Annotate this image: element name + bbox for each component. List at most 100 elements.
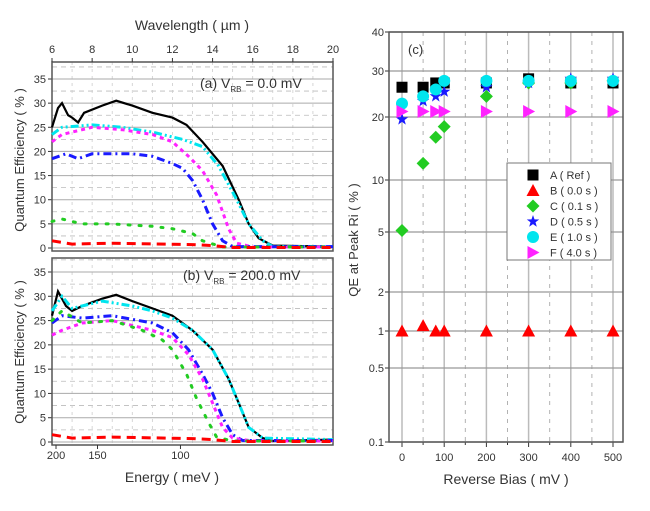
data-point-F <box>396 104 409 118</box>
panel-a-annotation: (a) VRB = 0.0 mV <box>200 75 302 94</box>
x-tick-label: 400 <box>562 452 580 464</box>
y-tick-label: 25 <box>34 316 46 328</box>
data-point-E <box>522 74 535 87</box>
y-tick-label: 20 <box>34 340 46 352</box>
panel-c-ylabel: QE at Peak Ri ( % ) <box>346 183 361 296</box>
legend-marker-D <box>526 215 540 227</box>
y-tick-label: 20 <box>372 112 384 124</box>
y-tick-label: 5 <box>378 227 384 239</box>
plot-frame <box>388 31 624 443</box>
data-point-F <box>607 104 620 118</box>
y-tick-label: 10 <box>34 388 46 400</box>
data-point-C <box>479 89 493 103</box>
x-tick-label: 200 <box>477 452 495 464</box>
plot-frame <box>51 257 334 446</box>
legend-marker-B <box>526 184 540 196</box>
legend-label-E: E ( 1.0 s ) <box>550 232 598 244</box>
legend-label-B: B ( 0.0 s ) <box>550 186 598 198</box>
panel-c-annotation: (c) <box>408 42 423 57</box>
data-point-A <box>430 77 442 89</box>
panel-b-ylabel: Quantum Efficiency ( % ) <box>12 280 27 424</box>
series-line-C <box>50 309 335 443</box>
data-point-A <box>396 81 408 93</box>
panel-c-xlabel: Reverse Bias ( mV ) <box>443 471 568 487</box>
y-tick-label: 10 <box>372 175 384 187</box>
legend-marker-A <box>527 169 539 181</box>
data-point-E <box>417 90 430 103</box>
y-tick-label: 30 <box>34 98 46 110</box>
data-point-B <box>437 324 451 337</box>
series-line-D <box>51 152 333 249</box>
y-tick-label: 35 <box>34 267 46 279</box>
y-tick-label: 15 <box>34 364 46 376</box>
series-line-F <box>51 125 333 249</box>
data-point-B <box>522 324 536 337</box>
y-tick-label: 0 <box>40 243 46 255</box>
x-tick-label: 100 <box>171 450 189 462</box>
series-line-D <box>51 314 333 442</box>
data-point-D <box>395 112 409 125</box>
y-tick-label: 40 <box>372 27 384 39</box>
y-tick-label: 0.5 <box>369 363 384 375</box>
series-line-C <box>50 217 335 249</box>
series-line-E <box>50 293 334 442</box>
x-tick-label: 0 <box>399 452 405 464</box>
data-point-F <box>430 104 443 118</box>
legend-label-D: D ( 0.5 s ) <box>550 217 598 229</box>
data-point-F <box>480 104 493 118</box>
data-point-B <box>479 324 493 337</box>
data-point-A <box>417 81 429 93</box>
data-point-E <box>480 74 493 87</box>
x-tick-label: 300 <box>519 452 537 464</box>
plot-frame <box>51 61 334 252</box>
data-point-B <box>564 324 578 337</box>
y-tick-label: 30 <box>372 66 384 78</box>
y-tick-label: 20 <box>34 146 46 158</box>
data-point-F <box>417 104 430 118</box>
series-line-A <box>50 288 334 443</box>
x-tick-label: 500 <box>604 452 622 464</box>
y-tick-label: 5 <box>40 219 46 231</box>
x-tick-label: 200 <box>47 450 65 462</box>
data-point-C <box>416 156 430 170</box>
top-x-tick-label: 14 <box>206 44 218 56</box>
y-tick-label: 10 <box>34 195 46 207</box>
top-x-tick-label: 20 <box>327 44 339 56</box>
data-point-B <box>395 324 409 337</box>
series-line-E <box>51 123 333 249</box>
data-point-B <box>606 324 620 337</box>
data-point-E <box>607 74 619 87</box>
data-point-E <box>564 74 577 87</box>
top-x-tick-label: 10 <box>126 44 138 56</box>
x-tick-label: 100 <box>435 452 453 464</box>
data-point-E <box>438 74 451 87</box>
data-point-C <box>437 120 451 134</box>
data-point-E <box>429 83 442 96</box>
legend-marker-F <box>527 246 540 259</box>
y-tick-label: 0.1 <box>369 437 384 449</box>
data-point-F <box>565 104 578 118</box>
panel-a-ylabel: Quantum Efficiency ( % ) <box>12 88 27 232</box>
data-point-F <box>523 104 536 118</box>
top-x-tick-label: 12 <box>166 44 178 56</box>
series-line-B <box>51 433 333 443</box>
legend-marker-C <box>526 199 540 213</box>
legend-label-F: F ( 4.0 s ) <box>550 248 597 260</box>
y-tick-label: 35 <box>34 74 46 86</box>
y-tick-label: 0 <box>40 437 46 449</box>
legend-marker-E <box>527 231 539 243</box>
series-line-B <box>51 239 333 249</box>
panel-b-annotation: (b) VRB = 200.0 mV <box>183 267 301 286</box>
data-point-F <box>438 104 451 118</box>
data-point-D <box>438 85 451 97</box>
data-point-C <box>429 130 443 144</box>
panel-a-top-xlabel: Wavelength ( µm ) <box>135 17 249 33</box>
legend-box <box>506 162 612 261</box>
top-x-tick-label: 18 <box>287 44 299 56</box>
top-x-tick-label: 6 <box>49 44 55 56</box>
panel-b-xlabel: Energy ( meV ) <box>125 469 219 485</box>
y-tick-label: 25 <box>34 122 46 134</box>
